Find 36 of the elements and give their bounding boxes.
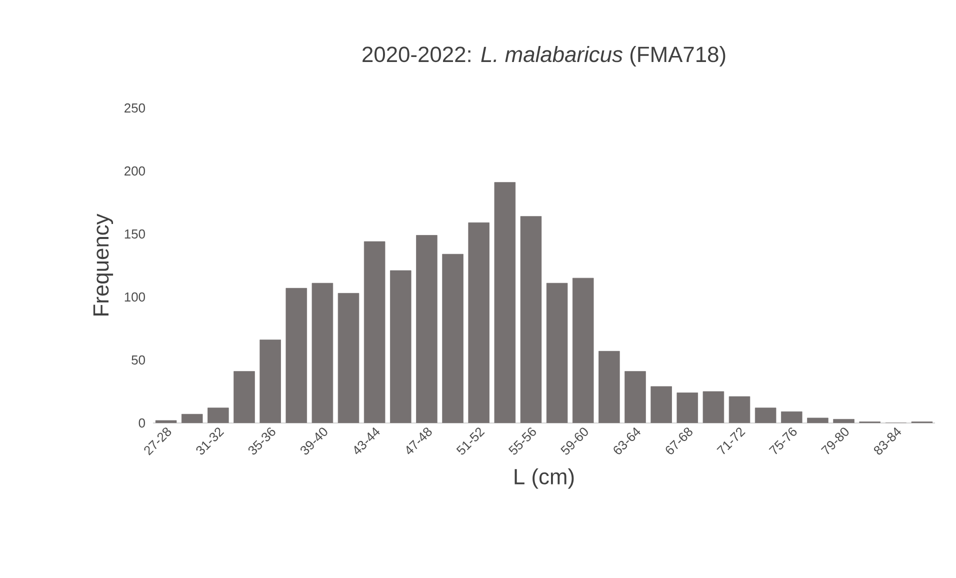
y-tick-label: 150: [124, 229, 145, 239]
x-axis-title: L (cm): [514, 468, 574, 489]
bar: [468, 222, 490, 423]
bar: [728, 396, 750, 423]
bar: [598, 350, 620, 423]
bar: [624, 371, 646, 423]
bar: [520, 216, 542, 423]
bar: [546, 282, 568, 423]
bar: [416, 235, 438, 423]
y-tick-label: 50: [132, 355, 145, 365]
bar: [208, 408, 229, 423]
bar: [364, 241, 386, 423]
bar: [390, 270, 412, 423]
bar: [260, 340, 281, 423]
bar: [312, 282, 334, 423]
y-tick-label: 250: [124, 103, 145, 113]
bar: [286, 288, 308, 423]
bar: [650, 386, 672, 423]
bar: [234, 371, 255, 423]
y-tick-label: 0: [138, 418, 146, 428]
bar: [807, 418, 828, 423]
bar: [181, 414, 203, 423]
y-tick-label: 100: [124, 292, 145, 302]
bar: [754, 408, 776, 423]
y-axis-title: Frequency: [93, 214, 114, 316]
bar: [833, 419, 854, 423]
bar: [676, 392, 698, 423]
bar: [572, 278, 594, 423]
chart-title: 2020-2022: L. malabaricus (FMA718): [362, 46, 726, 66]
bar: [155, 420, 177, 423]
y-tick-label: 200: [124, 166, 145, 176]
bar: [702, 391, 724, 423]
bar: [338, 293, 360, 423]
bar: [781, 411, 802, 423]
bar: [494, 182, 516, 423]
bar: [442, 254, 464, 423]
